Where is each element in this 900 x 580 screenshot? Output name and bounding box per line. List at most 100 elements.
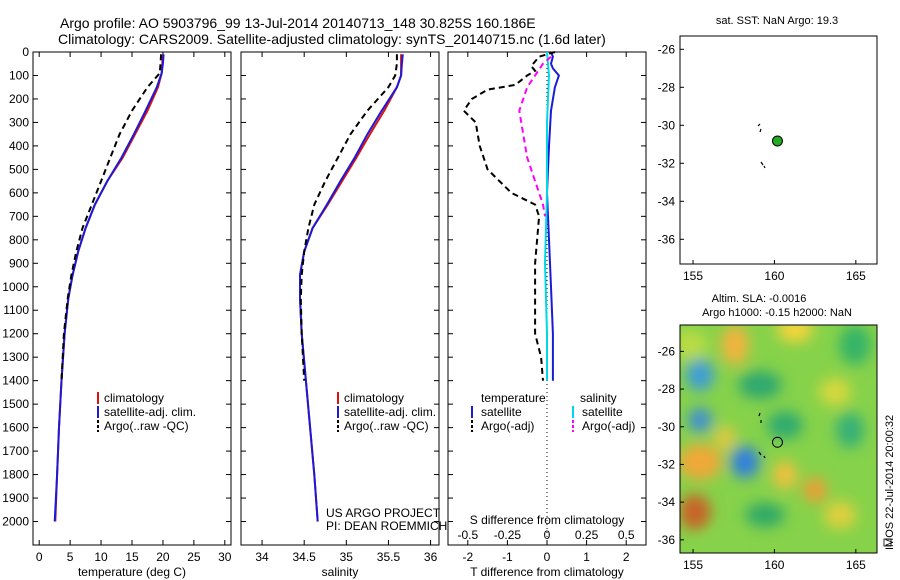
y-tick-label: 1600	[2, 421, 29, 435]
sst-map-panel: sat. SST: NaN Argo: 19.3 155 160 165 -26 -28…	[658, 15, 878, 283]
series-line-salinity-satellite	[543, 51, 551, 381]
x-tick-label: 0	[544, 550, 551, 564]
y-tick-label: 700	[9, 209, 29, 223]
y-tick-label: 1800	[2, 468, 29, 482]
series-line-temperature-argo-adj-	[462, 51, 556, 381]
sla-map-title-1: Altim. SLA: -0.0016	[712, 293, 807, 305]
y-tick-label: 100	[9, 68, 29, 82]
legend-temp-argo-label: Argo(-adj)	[481, 419, 534, 433]
title-line-2: Climatology: CARS2009. Satellite-adjuste…	[58, 31, 606, 47]
x-tick-label: 5	[67, 550, 74, 564]
legend-satellite-label: satellite-adj. clim.	[104, 405, 196, 419]
title-line-1: Argo profile: AO 5903796_99 13-Jul-2014 …	[60, 15, 536, 31]
coastline-marks	[757, 123, 766, 169]
salinity-diff-tick-label: 0	[544, 528, 551, 542]
y-tick-label: 800	[9, 233, 29, 247]
sst-map-title: sat. SST: NaN Argo: 19.3	[716, 15, 838, 27]
y-tick-label: 400	[9, 139, 29, 153]
map-y-tick-label: -34	[658, 495, 676, 509]
x-tick-label: 2	[623, 550, 630, 564]
y-tick-label: 1500	[2, 397, 29, 411]
argo-position-marker	[771, 135, 783, 147]
x-tick-label: 35	[340, 550, 354, 564]
legend-title-temperature: temperature	[481, 391, 546, 405]
difference-legend: temperature salinity satellite Argo(-adj…	[471, 391, 635, 433]
legend-satellite-label: satellite-adj. clim.	[344, 405, 436, 419]
legend-climatology-label: climatology	[344, 391, 404, 405]
sla-map-title-2: Argo h1000: -0.15 h2000: NaN	[702, 307, 852, 319]
legend-sal-satellite-label: satellite	[582, 405, 623, 419]
map-x-tick-label: 160	[764, 558, 784, 572]
series-line-argo-raw-qc-	[299, 54, 398, 381]
pi-annotation: PI: DEAN ROEMMICH	[326, 519, 447, 533]
salinity-diff-tick-label: 0.5	[618, 528, 635, 542]
y-tick-label: 300	[9, 115, 29, 129]
salinity-plot-frame	[240, 51, 440, 546]
x-tick-label: 36	[424, 550, 438, 564]
map-y-tick-label: -34	[658, 194, 676, 208]
legend-climatology-label: climatology	[104, 391, 164, 405]
x-tick-label: -1	[502, 550, 513, 564]
salinity-diff-tick-label: -0.5	[457, 528, 478, 542]
temperature-plot-frame	[32, 51, 232, 546]
salinity-legend: climatology satellite-adj. clim. Argo(..…	[337, 391, 436, 433]
x-tick-label: 0	[36, 550, 43, 564]
map-x-tick-label: 165	[846, 269, 866, 283]
sst-map-frame	[679, 35, 878, 265]
y-tick-label: 2000	[2, 515, 29, 529]
map-y-tick-label: -26	[658, 42, 676, 56]
series-line-argo-raw-qc-	[60, 54, 163, 381]
temperature-x-label: temperature (deg C)	[78, 565, 186, 579]
legend-temp-satellite-label: satellite	[481, 405, 522, 419]
project-annotation: US ARGO PROJECT	[326, 506, 441, 520]
x-tick-label: 20	[156, 550, 170, 564]
legend-sal-argo-label: Argo(-adj)	[582, 419, 635, 433]
map-x-tick-label: 160	[764, 269, 784, 283]
map-y-tick-label: -28	[658, 382, 676, 396]
map-y-tick-label: -26	[658, 344, 676, 358]
temperature-legend: climatology satellite-adj. clim. Argo(..…	[97, 391, 196, 433]
imos-logo	[883, 538, 892, 547]
sla-heatmap	[680, 325, 877, 553]
y-tick-label: 1300	[2, 350, 29, 364]
x-tick-label: 30	[218, 550, 232, 564]
salinity-diff-tick-label: -0.25	[494, 528, 522, 542]
x-tick-label: -2	[462, 550, 473, 564]
x-tick-label: 35.5	[377, 550, 401, 564]
y-tick-label: 0	[22, 45, 29, 59]
sla-map-panel: Altim. SLA: -0.0016 Argo h1000: -0.15 h2…	[658, 293, 896, 572]
salinity-diff-tick-label: 0.25	[575, 528, 599, 542]
x-tick-label: 34	[255, 550, 269, 564]
y-tick-label: 1200	[2, 327, 29, 341]
y-tick-label: 1700	[2, 444, 29, 458]
y-tick-label: 200	[9, 92, 29, 106]
map-y-tick-label: -32	[658, 457, 676, 471]
y-tick-label: 1000	[2, 280, 29, 294]
series-line-salinity-argo-adj-	[518, 55, 552, 217]
y-tick-label: 1400	[2, 374, 29, 388]
legend-argo-label: Argo(..raw -QC)	[104, 419, 189, 433]
y-tick-label: 600	[9, 186, 29, 200]
map-y-tick-label: -36	[658, 533, 676, 547]
coastline-marks	[758, 412, 766, 459]
map-y-tick-label: -30	[658, 118, 676, 132]
y-tick-label: 1100	[3, 303, 29, 317]
legend-argo-label: Argo(..raw -QC)	[344, 419, 429, 433]
legend-title-salinity: salinity	[580, 391, 617, 405]
map-y-tick-label: -28	[658, 80, 676, 94]
map-x-tick-label: 155	[683, 269, 703, 283]
y-tick-label: 1900	[2, 491, 29, 505]
series-line-temperature-satellite	[545, 51, 561, 381]
map-x-tick-label: 155	[683, 558, 703, 572]
x-tick-label: 1	[583, 550, 590, 564]
salinity-profile-panel: 34 34.5 35 35.5 36 climatology satellite-adj…	[240, 51, 447, 579]
x-tick-label: 15	[125, 550, 139, 564]
x-tick-label: 25	[187, 550, 201, 564]
imos-timestamp: IMOS 22-Jul-2014 20:00:32	[884, 415, 896, 550]
x-tick-label: 10	[94, 550, 108, 564]
temperature-profile-panel: 0 5 10 15 20 25 300100200300400500600700800900…	[2, 45, 232, 579]
y-tick-label: 900	[9, 256, 29, 270]
difference-x-label: T difference from climatology	[470, 565, 624, 579]
difference-top-label: S difference from climatology	[470, 513, 625, 527]
